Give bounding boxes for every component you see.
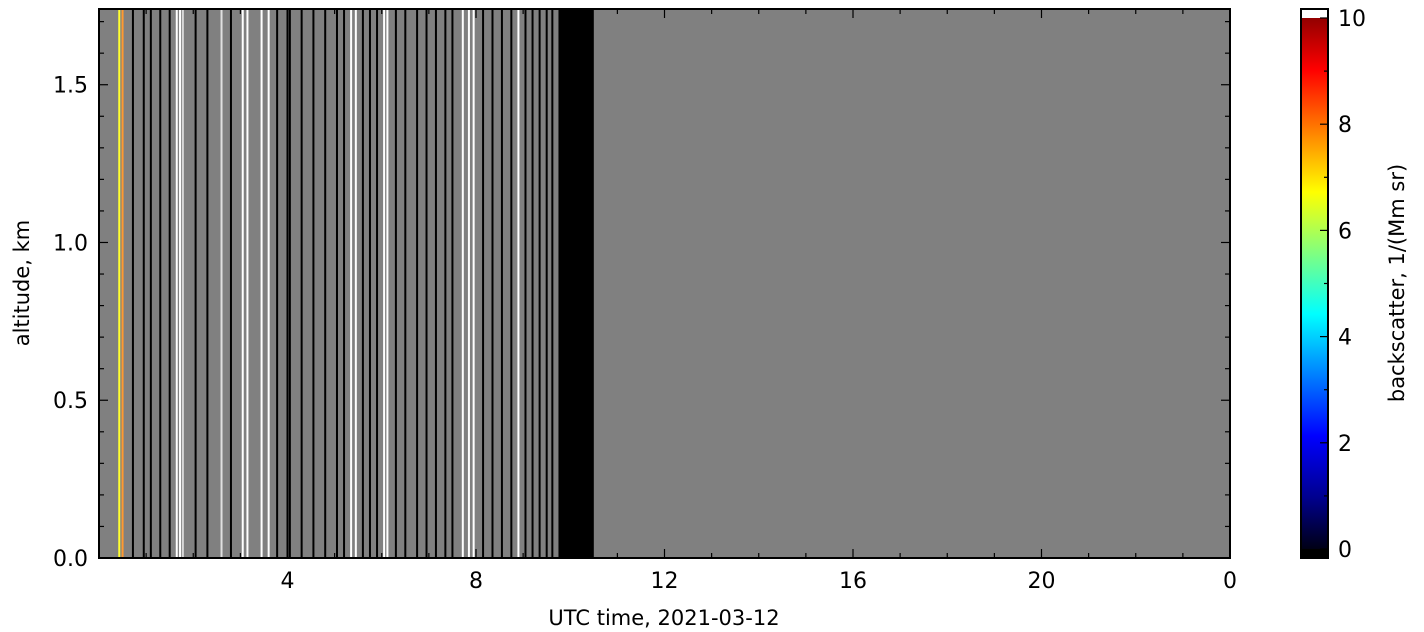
- no-data-band: [558, 9, 594, 558]
- x-tick-label: 20: [1028, 569, 1056, 594]
- colorbar: 0 2 4 6 8 10 backscatter, 1/(Mm sr): [1300, 7, 1409, 563]
- y-tick-label: 0.0: [53, 547, 88, 572]
- colorbar-tick-label: 10: [1338, 7, 1366, 32]
- x-tick-label: 8: [469, 569, 483, 594]
- plot-area: [98, 8, 1231, 559]
- y-axis: 0.0 0.5 1.0 1.5: [53, 21, 1230, 572]
- data-stripes: [118, 9, 594, 558]
- colorbar-tick-label: 8: [1338, 113, 1352, 138]
- colorbar-gradient: [1301, 9, 1328, 558]
- x-axis-label: UTC time, 2021-03-12: [548, 606, 779, 630]
- colorbar-tick-label: 6: [1338, 219, 1352, 244]
- colorbar-label: backscatter, 1/(Mm sr): [1385, 164, 1409, 402]
- x-axis: 4 8 12 16 20 0: [145, 9, 1237, 594]
- colorbar-tick-label: 4: [1338, 326, 1352, 351]
- x-tick-label: 16: [839, 569, 867, 594]
- colorbar-under-segment: [1301, 549, 1328, 558]
- colorbar-tick-label: 0: [1338, 538, 1352, 563]
- x-tick-label: 4: [281, 569, 295, 594]
- x-tick-label: 0: [1223, 569, 1237, 594]
- colorbar-over-segment: [1301, 9, 1328, 18]
- colorbar-tick-label: 2: [1338, 432, 1352, 457]
- y-tick-label: 1.0: [53, 231, 88, 256]
- y-axis-label: altitude, km: [10, 220, 34, 347]
- colorbar-ticks: 0 2 4 6 8 10: [1320, 7, 1366, 563]
- x-tick-label: 12: [651, 569, 679, 594]
- y-tick-label: 0.5: [53, 389, 88, 414]
- y-tick-label: 1.5: [53, 74, 88, 99]
